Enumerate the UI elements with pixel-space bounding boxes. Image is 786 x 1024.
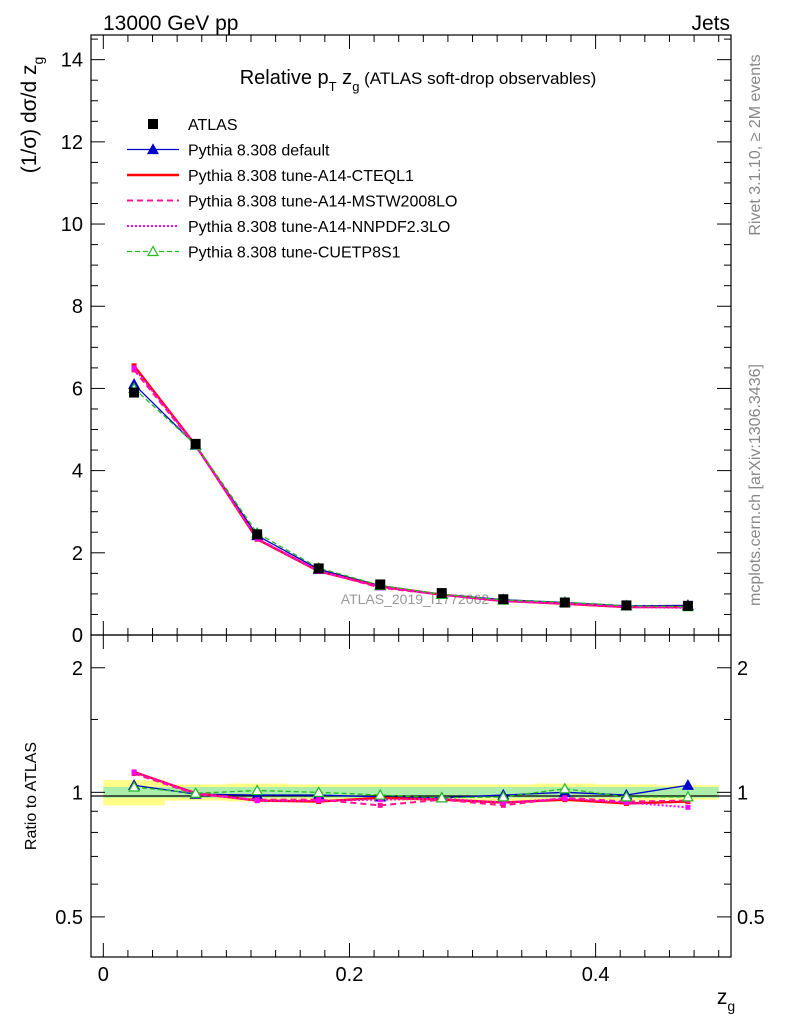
atlas-data-point <box>559 597 570 608</box>
legend-label-mstw: Pythia 8.308 tune-A14-MSTW2008LO <box>188 194 457 211</box>
main-y-tick-label: 2 <box>72 543 83 565</box>
ratio-point-cuetp <box>189 786 202 798</box>
ratio-series-group <box>128 769 694 810</box>
main-y-tick-label: 14 <box>61 50 83 72</box>
series-line-cuetp <box>133 387 688 608</box>
ratio-line-nnpdf <box>133 771 689 809</box>
series-line-nnpdf <box>133 367 688 609</box>
legend: ATLAS Pythia 8.308 default Pythia 8.308 tu… <box>127 117 457 262</box>
main-frame <box>90 34 732 636</box>
header-left-label: 13000 GeV pp <box>103 12 238 35</box>
ratio-point-nnpdf <box>254 798 260 804</box>
ratio-line-cuetp <box>134 786 688 799</box>
rivet-label: Rivet 3.1.10, ≥ 2M events <box>747 54 764 235</box>
legend-label-nnpdf: Pythia 8.308 tune-A14-NNPDF2.3LO <box>188 219 450 236</box>
ratio-point-nnpdf <box>623 799 629 805</box>
legend-label-cteql1: Pythia 8.308 tune-A14-CTEQL1 <box>188 168 414 185</box>
ratio-band-inner <box>103 787 165 798</box>
atlas-data-point <box>375 579 386 590</box>
main-panel: 0 2 4 6 8 10 12 14 ATLAS_2019_I1772062 Relative… <box>18 34 732 647</box>
main-y-axis: 0 2 4 6 8 10 12 14 <box>61 38 731 647</box>
ratio-line-default <box>133 784 689 799</box>
main-x-ticks <box>102 35 720 635</box>
main-y-tick-label: 12 <box>61 132 83 154</box>
ratio-point-nnpdf <box>685 804 691 810</box>
header-right-label: Jets <box>691 12 730 35</box>
legend-marker-default <box>146 143 160 155</box>
atlas-data-point <box>252 529 263 540</box>
ratio-point-cuetp <box>128 780 141 792</box>
atlas-data-point <box>190 438 201 449</box>
ratio-y-tick-label-right: 0.5 <box>737 907 765 929</box>
ratio-point-cuetp <box>620 790 633 802</box>
x-axis-label: zg <box>717 986 735 1014</box>
title-part-p: Relative p <box>240 67 329 89</box>
legend-label-cuetp: Pythia 8.308 tune-CUETP8S1 <box>188 245 401 262</box>
ratio-point-nnpdf <box>562 796 568 802</box>
ratio-x-tick-label: 0.2 <box>336 964 364 986</box>
ratio-point-nnpdf <box>131 769 137 775</box>
mcplots-label: mcplots.cern.ch [arXiv:1306.3436] <box>747 364 764 606</box>
series-line-cteql1 <box>133 365 688 609</box>
ratio-point-nnpdf <box>377 797 383 803</box>
atlas-data-point <box>621 600 632 611</box>
ratio-y-tick-label-right: 2 <box>737 658 748 680</box>
title-suffix: (ATLAS soft-drop observables) <box>359 69 596 88</box>
ratio-point-cuetp <box>558 782 571 794</box>
ratio-point-cuetp <box>251 784 264 796</box>
main-y-tick-label: 4 <box>72 461 83 483</box>
main-series-group <box>128 363 694 612</box>
main-y-tick-label: 6 <box>72 378 83 400</box>
main-y-tick-label: 0 <box>72 625 83 647</box>
ylabel-sub: g <box>30 57 46 65</box>
main-y-axis-label: (1/σ) dσ/d zg <box>18 57 46 174</box>
ratio-y-axis-label: Ratio to ATLAS <box>23 742 40 850</box>
ratio-panel: 0.5 0.5 1 1 2 2 0 0.2 0.4 Ratio to ATLAS <box>23 634 765 986</box>
atlas-data-point <box>436 588 447 599</box>
ylabel-main: (1/σ) dσ/d z <box>18 65 41 174</box>
ratio-point-cuetp <box>435 791 448 803</box>
ratio-point-nnpdf <box>316 798 322 804</box>
ratio-x-axis: 0 0.2 0.4 <box>98 635 720 986</box>
legend-label-default: Pythia 8.308 default <box>188 143 330 160</box>
title-sub-g: g <box>352 79 359 94</box>
ratio-x-tick-label: 0 <box>98 964 109 986</box>
analysis-watermark: ATLAS_2019_I1772062 <box>341 591 490 607</box>
ratio-point-mstw <box>377 802 383 808</box>
title-sub-t: T <box>329 79 337 94</box>
ratio-point-nnpdf <box>500 799 506 805</box>
ratio-point-cuetp <box>681 790 694 802</box>
series-point-nnpdf <box>131 365 137 371</box>
atlas-data-point <box>498 594 509 605</box>
main-y-tick-label: 10 <box>61 214 83 236</box>
atlas-data-point <box>129 387 140 398</box>
ratio-x-tick-label: 0.4 <box>582 964 610 986</box>
legend-marker-cuetp <box>146 245 160 257</box>
series-line-default <box>133 383 688 607</box>
ratio-point-cuetp <box>497 790 510 802</box>
xlabel-main: z <box>717 986 728 1009</box>
ratio-y-tick-label-left: 0.5 <box>55 907 83 929</box>
main-y-tick-label: 8 <box>72 296 83 318</box>
ratio-y-tick-label-right: 1 <box>737 782 748 804</box>
ratio-point-cuetp <box>374 788 387 800</box>
atlas-data-point <box>313 563 324 574</box>
title-part-z: z <box>337 67 353 89</box>
atlas-data-point <box>682 600 693 611</box>
ratio-point-mstw <box>500 802 506 808</box>
ratio-y-tick-label-left: 1 <box>72 782 83 804</box>
ratio-y-axis: 0.5 0.5 1 1 2 2 <box>55 658 765 929</box>
ratio-point-cuetp <box>312 786 325 797</box>
ratio-y-tick-label-left: 2 <box>72 658 83 680</box>
ratio-point-default <box>681 779 694 790</box>
main-title: Relative pT zg (ATLAS soft-drop observab… <box>240 67 597 94</box>
series-line-mstw <box>133 369 688 609</box>
legend-marker-data <box>148 119 158 129</box>
xlabel-sub: g <box>727 998 735 1014</box>
legend-label-data: ATLAS <box>188 117 238 134</box>
